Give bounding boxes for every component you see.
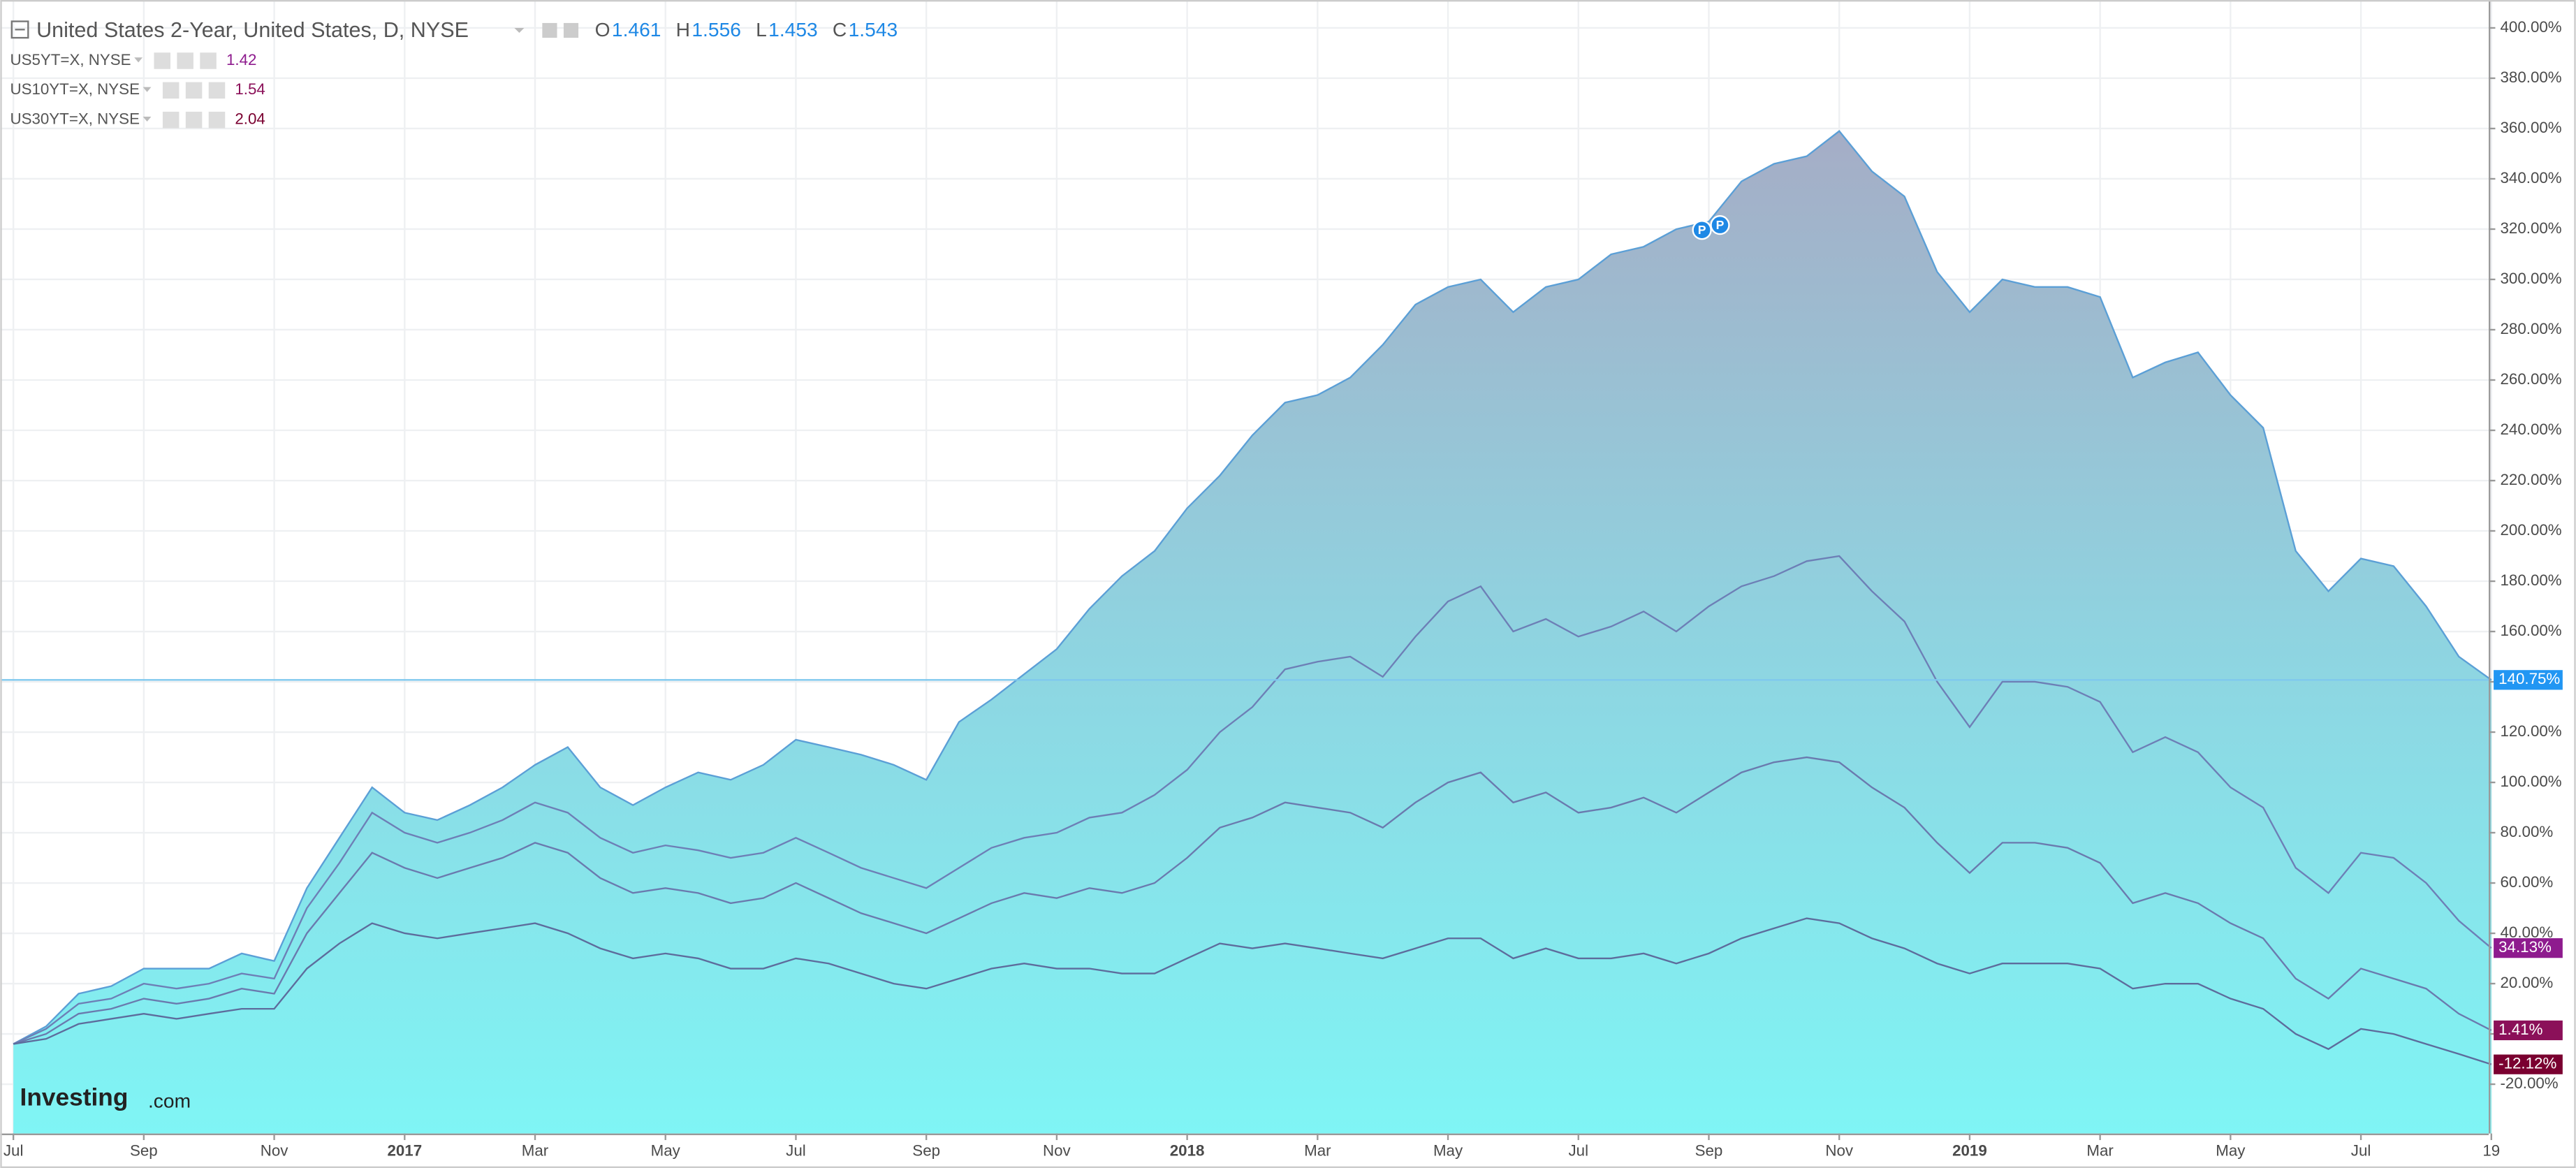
x-tick-label: 2019 <box>1952 1141 1987 1159</box>
legend-icon[interactable] <box>177 52 193 69</box>
settings-icon[interactable] <box>542 22 557 38</box>
legend-icon[interactable] <box>200 52 217 69</box>
y-tick-label: 240.00% <box>2500 421 2561 438</box>
y-tick-label: 300.00% <box>2500 270 2561 287</box>
legend-name: US5YT=X, NYSE <box>10 51 131 68</box>
last-value-label: 140.75% <box>2498 670 2560 687</box>
ohlc-value: 1.461 <box>612 18 661 41</box>
legend-icon[interactable] <box>185 82 203 99</box>
legend-icon[interactable] <box>208 82 226 99</box>
legend-icon[interactable] <box>154 52 170 69</box>
last-value-badge <box>2494 938 2563 958</box>
y-tick-label: 340.00% <box>2500 169 2561 187</box>
event-marker[interactable] <box>1692 220 1712 240</box>
y-tick-label: 160.00% <box>2500 622 2561 639</box>
legend-value: 1.42 <box>226 51 256 68</box>
y-tick-label: 20.00% <box>2500 974 2553 991</box>
y-tick-label: 280.00% <box>2500 320 2561 337</box>
series-line <box>13 130 2492 1045</box>
x-tick-label: Mar <box>1304 1141 1331 1159</box>
y-tick-label: 200.00% <box>2500 521 2561 539</box>
x-tick-label: 2018 <box>1170 1141 1205 1159</box>
x-tick-label: Nov <box>261 1141 289 1159</box>
y-tick-label: 320.00% <box>2500 219 2561 237</box>
y-tick-label: 400.00% <box>2500 18 2561 36</box>
last-value-badge <box>2494 1020 2563 1041</box>
legend-icon[interactable] <box>185 111 203 129</box>
last-value-badge <box>2494 670 2563 690</box>
series-line <box>13 555 2492 1045</box>
watermark-main: Investing <box>20 1084 129 1111</box>
ohlc-label: L <box>756 18 767 41</box>
last-value-label: -12.12% <box>2498 1055 2556 1072</box>
y-tick-label: 380.00% <box>2500 68 2561 86</box>
legend-name: US30YT=X, NYSE <box>10 110 140 128</box>
y-tick-label: 220.00% <box>2500 471 2561 488</box>
legend-dropdown[interactable] <box>134 57 143 63</box>
watermark-suffix: .com <box>148 1089 191 1111</box>
y-tick-label: 100.00% <box>2500 773 2561 790</box>
x-tick-label: Sep <box>130 1141 158 1159</box>
y-tick-label: 80.00% <box>2500 823 2553 840</box>
ohlc-value: 1.556 <box>691 18 741 41</box>
event-marker[interactable] <box>1710 215 1730 235</box>
dropdown-icon[interactable] <box>514 27 525 34</box>
y-tick-label: 120.00% <box>2500 722 2561 740</box>
x-tick-label: 2017 <box>387 1141 422 1159</box>
legend-icon[interactable] <box>162 111 180 129</box>
ohlc-label: O <box>595 18 610 41</box>
legend-value: 1.54 <box>235 80 265 98</box>
collapse-icon[interactable] <box>10 20 29 39</box>
y-tick-label: 60.00% <box>2500 873 2553 891</box>
x-tick-label: Jul <box>3 1141 24 1159</box>
x-tick-label: Nov <box>1043 1141 1071 1159</box>
settings-icon[interactable] <box>563 22 579 38</box>
x-tick-label: Sep <box>912 1141 940 1159</box>
y-tick-label: 180.00% <box>2500 571 2561 589</box>
x-tick-label: May <box>651 1141 681 1159</box>
x-tick-label: Jul <box>2351 1141 2371 1159</box>
event-marker-label: P <box>1716 218 1725 232</box>
watermark: Investing .com <box>20 1084 191 1112</box>
area <box>13 131 2491 1134</box>
event-marker-label: P <box>1698 223 1706 237</box>
legend-dropdown[interactable] <box>142 87 152 92</box>
x-tick-label: Sep <box>1695 1141 1723 1159</box>
series-line <box>13 756 2492 1045</box>
x-tick-label: Mar <box>2086 1141 2114 1159</box>
x-tick-label: May <box>1433 1141 1463 1159</box>
last-value-label: 1.41% <box>2498 1021 2542 1038</box>
legend-name: US10YT=X, NYSE <box>10 80 140 98</box>
ohlc-label: H <box>676 18 690 41</box>
last-value-badge <box>2494 1054 2563 1074</box>
x-tick-label: May <box>2216 1141 2246 1159</box>
legend: US5YT=X, NYSE 1.42 US10YT=X, NYSE 1.54 US30Y… <box>10 51 265 129</box>
y-tick-label: -20.00% <box>2500 1074 2558 1092</box>
y-tick-label: 360.00% <box>2500 119 2561 136</box>
ohlc-label: C <box>833 18 847 41</box>
plot <box>0 130 2492 1134</box>
main-title: United States 2-Year, United States, D, … <box>36 18 469 42</box>
ohlc: O 1.461 H 1.556 L 1.453 C 1.543 <box>595 18 898 41</box>
ohlc-value: 1.453 <box>768 18 818 41</box>
x-tick-label: 19 <box>2482 1141 2500 1159</box>
x-tick-label: Nov <box>1825 1141 1854 1159</box>
legend-icon[interactable] <box>162 82 180 99</box>
last-value-label: 34.13% <box>2498 938 2552 956</box>
ohlc-value: 1.543 <box>849 18 898 41</box>
y-tick-label: 260.00% <box>2500 370 2561 388</box>
x-tick-label: Jul <box>786 1141 806 1159</box>
legend-dropdown[interactable] <box>142 116 152 122</box>
header: United States 2-Year, United States, D, … <box>10 18 898 42</box>
x-tick-label: Mar <box>522 1141 549 1159</box>
series-line <box>13 917 2492 1065</box>
legend-value: 2.04 <box>235 110 265 128</box>
y-tick-label: 40.00% <box>2500 924 2553 941</box>
x-tick-label: Jul <box>1568 1141 1588 1159</box>
legend-icon[interactable] <box>208 111 226 129</box>
